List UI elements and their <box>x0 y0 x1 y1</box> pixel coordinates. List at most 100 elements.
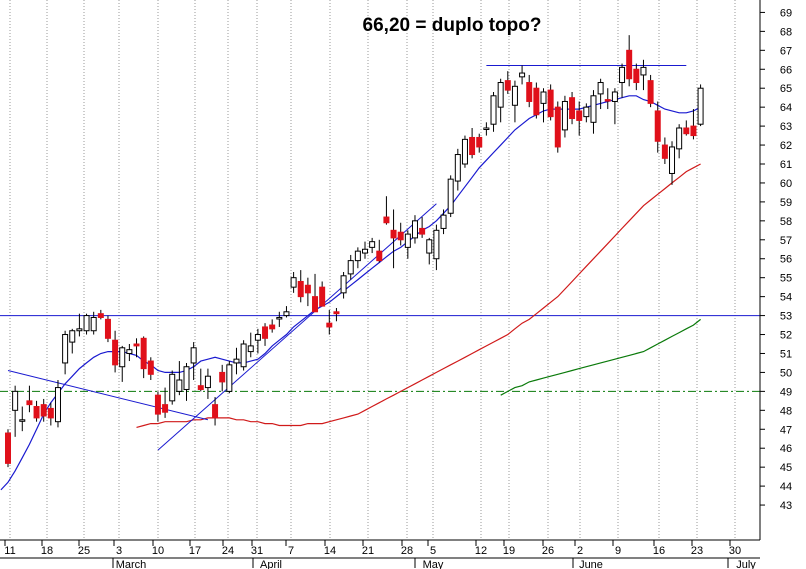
y-tick-label: 52 <box>780 330 792 342</box>
candle-body <box>626 49 633 80</box>
candle <box>176 361 183 396</box>
x-day-label: 24 <box>222 545 234 557</box>
horizontal-reference-lines <box>0 64 760 392</box>
x-day-label: 12 <box>475 545 487 557</box>
candle <box>347 254 354 280</box>
candle <box>354 247 361 269</box>
x-day-label: 30 <box>729 545 741 557</box>
x-month-label: May <box>423 559 444 569</box>
candle-body <box>33 406 40 419</box>
x-day-label: 11 <box>4 545 15 557</box>
candle-body <box>112 339 119 366</box>
trend-line <box>7 370 209 421</box>
candle <box>511 80 518 123</box>
candle-body <box>497 82 504 108</box>
candle <box>561 95 568 138</box>
candle <box>47 402 54 426</box>
y-tick-label: 67 <box>780 45 792 57</box>
candle <box>633 63 640 91</box>
candle-body <box>5 432 11 464</box>
candle-body <box>262 326 269 339</box>
candle <box>526 74 533 108</box>
candle <box>697 84 704 127</box>
candle <box>126 344 133 362</box>
candle <box>676 124 683 159</box>
candle-body <box>690 125 697 137</box>
candle <box>333 308 340 322</box>
candle-body <box>312 296 319 313</box>
y-tick-label: 44 <box>780 481 792 493</box>
candle-body <box>219 371 226 383</box>
candle <box>19 406 26 432</box>
y-tick-label: 54 <box>780 292 792 304</box>
candle <box>626 35 633 87</box>
candle-body <box>290 277 297 288</box>
candle-body <box>340 275 347 294</box>
candle <box>40 398 47 422</box>
candle-body <box>469 136 476 156</box>
candle-body <box>176 379 183 392</box>
candle <box>569 92 576 125</box>
candle <box>583 103 590 123</box>
candle <box>154 391 161 422</box>
candle-body <box>683 127 690 135</box>
candle <box>447 175 454 218</box>
y-tick-label: 55 <box>780 273 792 285</box>
candle <box>604 88 611 110</box>
candle-body <box>269 324 276 330</box>
candle-body <box>47 407 54 419</box>
candle-body <box>597 82 604 95</box>
candle-body <box>83 315 90 332</box>
candle <box>533 82 540 119</box>
candle-body <box>661 144 668 159</box>
candle <box>26 385 33 413</box>
candle <box>611 88 618 125</box>
y-tick-label: 45 <box>780 462 792 474</box>
x-day-label: 16 <box>653 545 665 557</box>
candle-body <box>411 220 418 239</box>
candle <box>326 309 333 335</box>
candle <box>97 309 104 320</box>
candle-body <box>447 178 454 214</box>
candle-body <box>162 404 169 413</box>
candle <box>183 362 190 401</box>
y-tick-label: 49 <box>780 386 792 398</box>
candle <box>647 74 654 108</box>
y-tick-label: 51 <box>780 348 792 360</box>
candle <box>312 273 319 313</box>
x-day-label: 17 <box>189 545 201 557</box>
y-tick-label: 43 <box>780 500 792 512</box>
candle <box>104 315 111 343</box>
y-tick-label: 46 <box>780 443 792 455</box>
candles <box>5 35 704 468</box>
candle <box>197 368 204 392</box>
moving-average-line <box>0 95 701 491</box>
candle <box>419 217 426 238</box>
candle <box>212 397 219 426</box>
y-tick-label: 58 <box>780 216 792 228</box>
candle <box>383 196 390 225</box>
y-tick-label: 48 <box>780 405 792 417</box>
candle-body <box>519 72 526 78</box>
candle <box>490 92 497 132</box>
candle <box>290 272 297 293</box>
x-day-label: 21 <box>362 545 374 557</box>
candle <box>304 277 311 307</box>
candle-body <box>26 400 33 406</box>
candle <box>669 141 676 185</box>
candle-body <box>147 360 154 375</box>
y-tick-label: 68 <box>780 26 792 38</box>
candle <box>590 90 597 134</box>
x-day-label: 9 <box>615 545 621 557</box>
candle <box>597 78 604 110</box>
y-tick-label: 63 <box>780 121 792 133</box>
candle <box>340 272 347 299</box>
candle-body <box>433 229 440 260</box>
candle-body <box>197 385 204 390</box>
moving-average-line <box>500 318 701 396</box>
candle-body <box>283 311 290 317</box>
x-day-label: 25 <box>78 545 90 557</box>
candle <box>433 224 440 271</box>
candle-body <box>611 91 618 102</box>
